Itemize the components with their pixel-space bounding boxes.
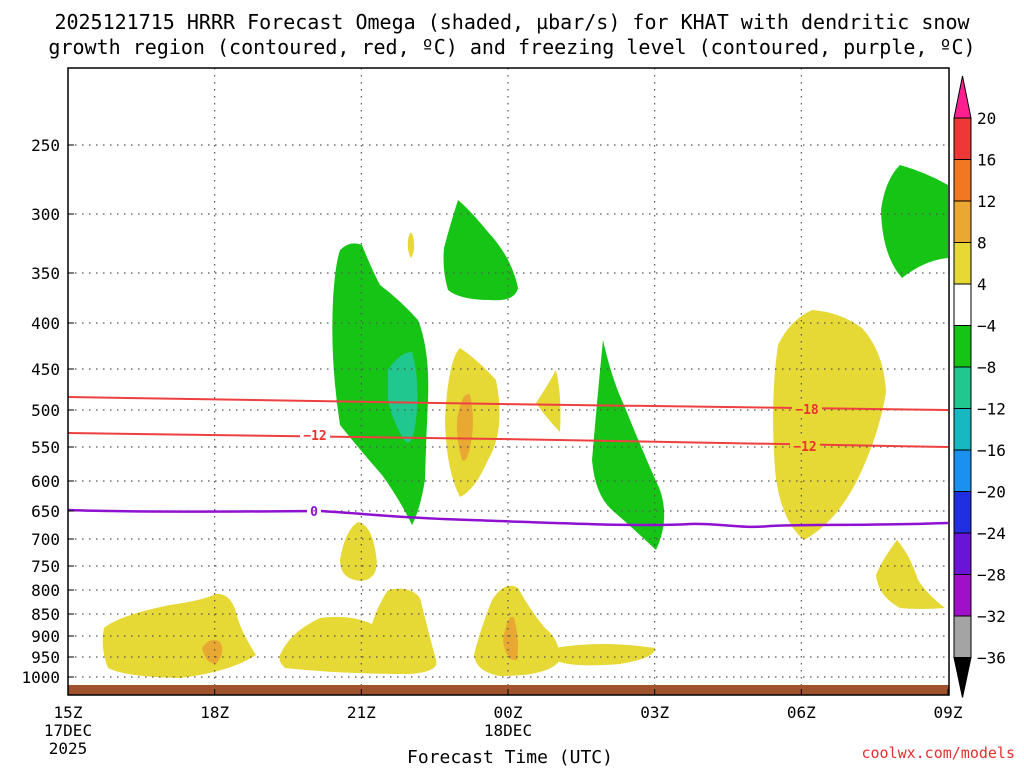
x-tick-date: 18DEC: [484, 721, 532, 740]
x-tick-label: 18Z: [200, 703, 229, 722]
omega-blob: [881, 165, 948, 278]
y-axis-ticks: 250 300 350 400 450 500 550 600 650 700 750 800 850 9…: [21, 136, 74, 687]
colorbar-label: 16: [977, 151, 996, 170]
omega-blob: [443, 200, 518, 301]
colorbar-label: −32: [977, 607, 1006, 626]
y-tick-label: 550: [31, 438, 60, 457]
omega-blob: [332, 243, 429, 526]
freezing-level-contour: [67, 508, 949, 529]
colorbar-segment: [953, 159, 972, 202]
colorbar-segment: [953, 574, 972, 617]
y-tick-label: 750: [31, 557, 60, 576]
x-tick-label: 21Z: [347, 703, 376, 722]
colorbar-label: −20: [977, 483, 1006, 502]
colorbar-label: −24: [977, 524, 1006, 543]
y-tick-label: 850: [31, 605, 60, 624]
x-tick-label: 09Z: [934, 703, 963, 722]
colorbar-label: 12: [977, 192, 996, 211]
colorbar-segment: [953, 449, 972, 492]
y-tick-label: 600: [31, 472, 60, 491]
omega-blob: [592, 340, 665, 550]
y-tick-label: 1000: [21, 668, 60, 687]
x-tick-label: 06Z: [787, 703, 816, 722]
y-tick-label: 650: [31, 502, 60, 521]
colorbar: 20 16 12 8 4 −4 −8 −12 −16 −20 −24 −28 −32 −36: [953, 75, 1006, 698]
x-tick-date: 17DEC: [44, 721, 92, 740]
colorbar-segment: [953, 242, 972, 285]
contour-label-12b: −12: [793, 440, 816, 455]
x-axis-label: Forecast Time (UTC): [407, 747, 613, 768]
omega-blob: [555, 644, 656, 666]
contour-label-18: −18: [795, 403, 819, 418]
colorbar-segment: [953, 366, 972, 409]
colorbar-label: −16: [977, 441, 1006, 460]
colorbar-bottom-arrow: [953, 657, 972, 698]
omega-blob: [503, 616, 518, 661]
y-tick-label: 300: [31, 205, 60, 224]
omega-blob: [536, 370, 561, 432]
omega-blob: [388, 352, 418, 443]
colorbar-segment: [953, 325, 972, 368]
colorbar-label: −36: [977, 649, 1006, 668]
colorbar-top-arrow: [953, 75, 972, 119]
contour-labels: −12 −12 −18 0: [300, 402, 822, 520]
omega-shading: [102, 165, 948, 678]
colorbar-label: −28: [977, 566, 1006, 585]
y-tick-label: 400: [31, 314, 60, 333]
credit-text: coolwx.com/models: [861, 744, 1015, 762]
colorbar-segment: [953, 532, 972, 575]
colorbar-segment: [953, 117, 972, 160]
omega-blob: [407, 232, 415, 258]
omega-blob: [474, 585, 560, 676]
y-tick-label: 800: [31, 581, 60, 600]
chart-title-line1: 2025121715 HRRR Forecast Omega (shaded, …: [54, 10, 970, 34]
y-tick-label: 250: [31, 136, 60, 155]
colorbar-segment: [953, 491, 972, 534]
y-tick-label: 700: [31, 530, 60, 549]
y-tick-label: 950: [31, 648, 60, 667]
y-tick-label: 500: [31, 401, 60, 420]
contour-label-12: −12: [303, 429, 326, 444]
omega-blob: [202, 640, 223, 664]
colorbar-label: −12: [977, 400, 1006, 419]
x-tick-label: 00Z: [494, 703, 523, 722]
x-tick-year: 2025: [49, 739, 88, 758]
colorbar-label: −4: [977, 317, 996, 336]
omega-blob: [279, 588, 437, 674]
chart-title-line2: growth region (contoured, red, ºC) and f…: [48, 35, 975, 59]
colorbar-label: 20: [977, 109, 996, 128]
colorbar-label: −8: [977, 358, 996, 377]
omega-blob: [456, 394, 473, 461]
colorbar-label: 4: [977, 275, 987, 294]
colorbar-segment: [953, 408, 972, 451]
colorbar-segment: [953, 200, 972, 243]
y-tick-label: 350: [31, 264, 60, 283]
y-tick-label: 900: [31, 627, 60, 646]
y-tick-label: 450: [31, 360, 60, 379]
colorbar-segment: [953, 283, 972, 326]
colorbar-label: 8: [977, 234, 987, 253]
x-tick-label: 03Z: [640, 703, 669, 722]
contour-label-0: 0: [310, 505, 318, 520]
omega-blob: [876, 540, 945, 609]
colorbar-segment: [953, 615, 972, 658]
x-tick-label: 15Z: [54, 703, 83, 722]
